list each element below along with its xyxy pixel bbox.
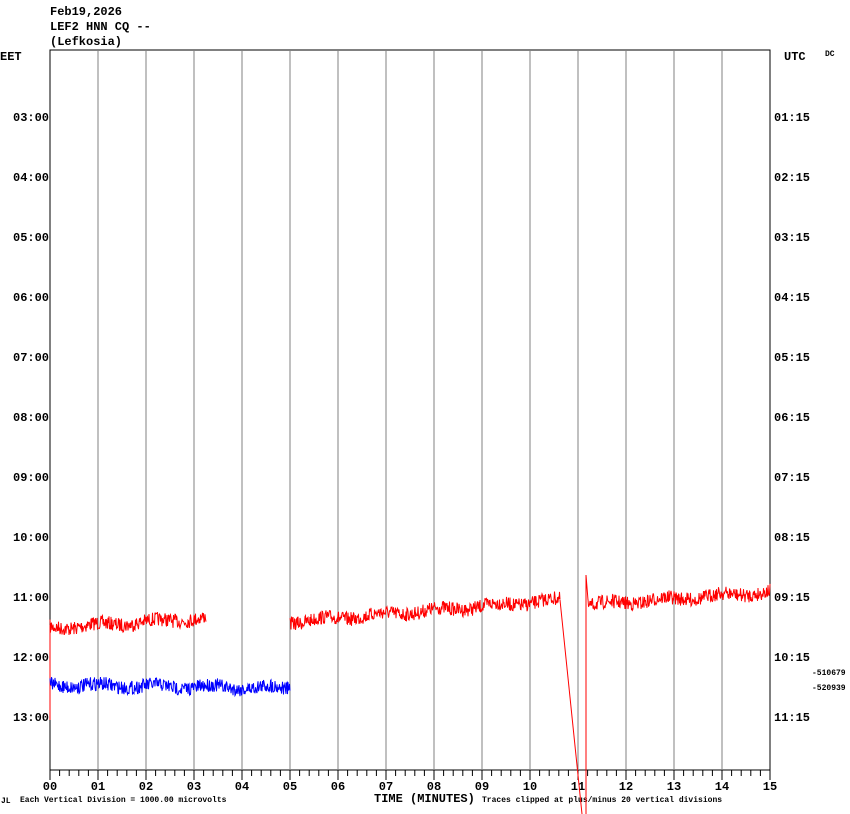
time-label: 04: [235, 780, 249, 794]
eet-label: 09:00: [13, 471, 49, 485]
utc-label: 02:15: [774, 171, 810, 185]
utc-label: 07:15: [774, 471, 810, 485]
time-label: 07: [379, 780, 393, 794]
location: (Lefkosia): [50, 35, 122, 49]
utc-label: 01:15: [774, 111, 810, 125]
time-label: 06: [331, 780, 345, 794]
time-label: 02: [139, 780, 153, 794]
eet-label: 13:00: [13, 711, 49, 725]
eet-label: 03:00: [13, 111, 49, 125]
footer-mark: JL: [1, 797, 11, 806]
time-label: 03: [187, 780, 201, 794]
utc-label: 09:15: [774, 591, 810, 605]
time-label: 11: [571, 780, 585, 794]
station: LEF2 HNN CQ --: [50, 20, 151, 34]
clip-note: Traces clipped at plus/minus 20 vertical…: [482, 796, 722, 805]
utc-label: 08:15: [774, 531, 810, 545]
utc-label: 06:15: [774, 411, 810, 425]
eet-label: 11:00: [13, 591, 49, 605]
time-label: 05: [283, 780, 297, 794]
utc-label: 04:15: [774, 291, 810, 305]
time-label: 15: [763, 780, 777, 794]
time-label: 08: [427, 780, 441, 794]
bottom-axis-title: TIME (MINUTES): [374, 792, 475, 806]
eet-label: 05:00: [13, 231, 49, 245]
time-label: 01: [91, 780, 105, 794]
eet-label: 10:00: [13, 531, 49, 545]
utc-label: 10:15: [774, 651, 810, 665]
utc-label: 03:15: [774, 231, 810, 245]
time-label: 10: [523, 780, 537, 794]
trace: [289, 591, 561, 630]
eet-label: 04:00: [13, 171, 49, 185]
scale-note: Each Vertical Division = 1000.00 microvo…: [20, 796, 227, 805]
trace: [49, 676, 291, 698]
right-axis-title: UTC: [784, 50, 806, 64]
trace: [587, 583, 771, 612]
time-label: 12: [619, 780, 633, 794]
date: Feb19,2026: [50, 5, 122, 19]
side-value: -520939: [812, 684, 846, 693]
trace: [559, 599, 583, 814]
side-value: -510679: [812, 669, 846, 678]
utc-label: 05:15: [774, 351, 810, 365]
left-axis-title: EET: [0, 50, 22, 64]
time-label: 09: [475, 780, 489, 794]
eet-label: 12:00: [13, 651, 49, 665]
dc-label: DC: [825, 50, 835, 59]
utc-label: 11:15: [774, 711, 810, 725]
time-label: 13: [667, 780, 681, 794]
plot-frame: [49, 49, 771, 771]
trace: [585, 574, 589, 814]
eet-label: 08:00: [13, 411, 49, 425]
trace: [49, 611, 207, 636]
time-label: 14: [715, 780, 729, 794]
eet-label: 06:00: [13, 291, 49, 305]
eet-label: 07:00: [13, 351, 49, 365]
time-label: 00: [43, 780, 57, 794]
